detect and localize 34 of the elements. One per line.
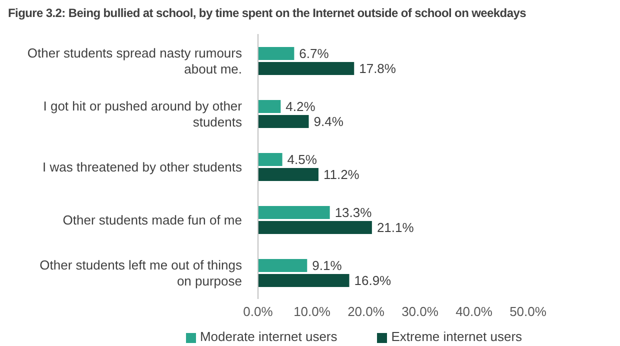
y-tick-label: Other students made fun of me bbox=[62, 212, 242, 227]
data-label: 4.5% bbox=[287, 152, 318, 168]
data-label: 16.9% bbox=[354, 273, 392, 288]
x-tick-label: 30.0% bbox=[402, 304, 439, 320]
data-label: 9.1% bbox=[312, 258, 342, 274]
data-label: 4.2% bbox=[286, 99, 316, 114]
bar bbox=[258, 115, 309, 128]
x-tick-label: 40.0% bbox=[456, 304, 493, 320]
chart-title: Figure 3.2: Being bullied at school, by time spent on the Internet outside of school on weekdays bbox=[8, 6, 527, 22]
x-tick-label: 50.0% bbox=[510, 304, 547, 320]
data-label: 17.8% bbox=[359, 61, 396, 76]
bar bbox=[258, 206, 330, 219]
bar bbox=[258, 47, 294, 60]
bar bbox=[258, 62, 354, 75]
y-tick-label: Other students spread nasty rumours about me. bbox=[27, 45, 242, 76]
x-tick-label: 20.0% bbox=[348, 304, 385, 320]
y-tick-label: Other students left me out of things on purpose bbox=[40, 257, 242, 288]
y-tick-label: I got hit or pushed around by other students bbox=[43, 98, 243, 129]
bar bbox=[258, 221, 372, 234]
data-label: 6.7% bbox=[299, 46, 330, 62]
bar bbox=[258, 168, 318, 181]
bar bbox=[258, 100, 281, 113]
x-tick-label: 10.0% bbox=[294, 304, 331, 320]
y-tick-label: I was threatened by other students bbox=[42, 159, 242, 174]
data-label: 13.3% bbox=[334, 205, 372, 220]
legend-label: Extreme internet users bbox=[391, 329, 522, 344]
bar bbox=[258, 274, 350, 287]
legend-label: Moderate internet users bbox=[200, 329, 338, 344]
bar bbox=[258, 259, 308, 272]
bar bbox=[258, 153, 282, 166]
data-label: 21.1% bbox=[376, 220, 414, 236]
x-tick-label: 0.0% bbox=[243, 304, 274, 320]
data-label: 9.4% bbox=[314, 114, 344, 130]
data-label: 11.2% bbox=[323, 167, 360, 182]
